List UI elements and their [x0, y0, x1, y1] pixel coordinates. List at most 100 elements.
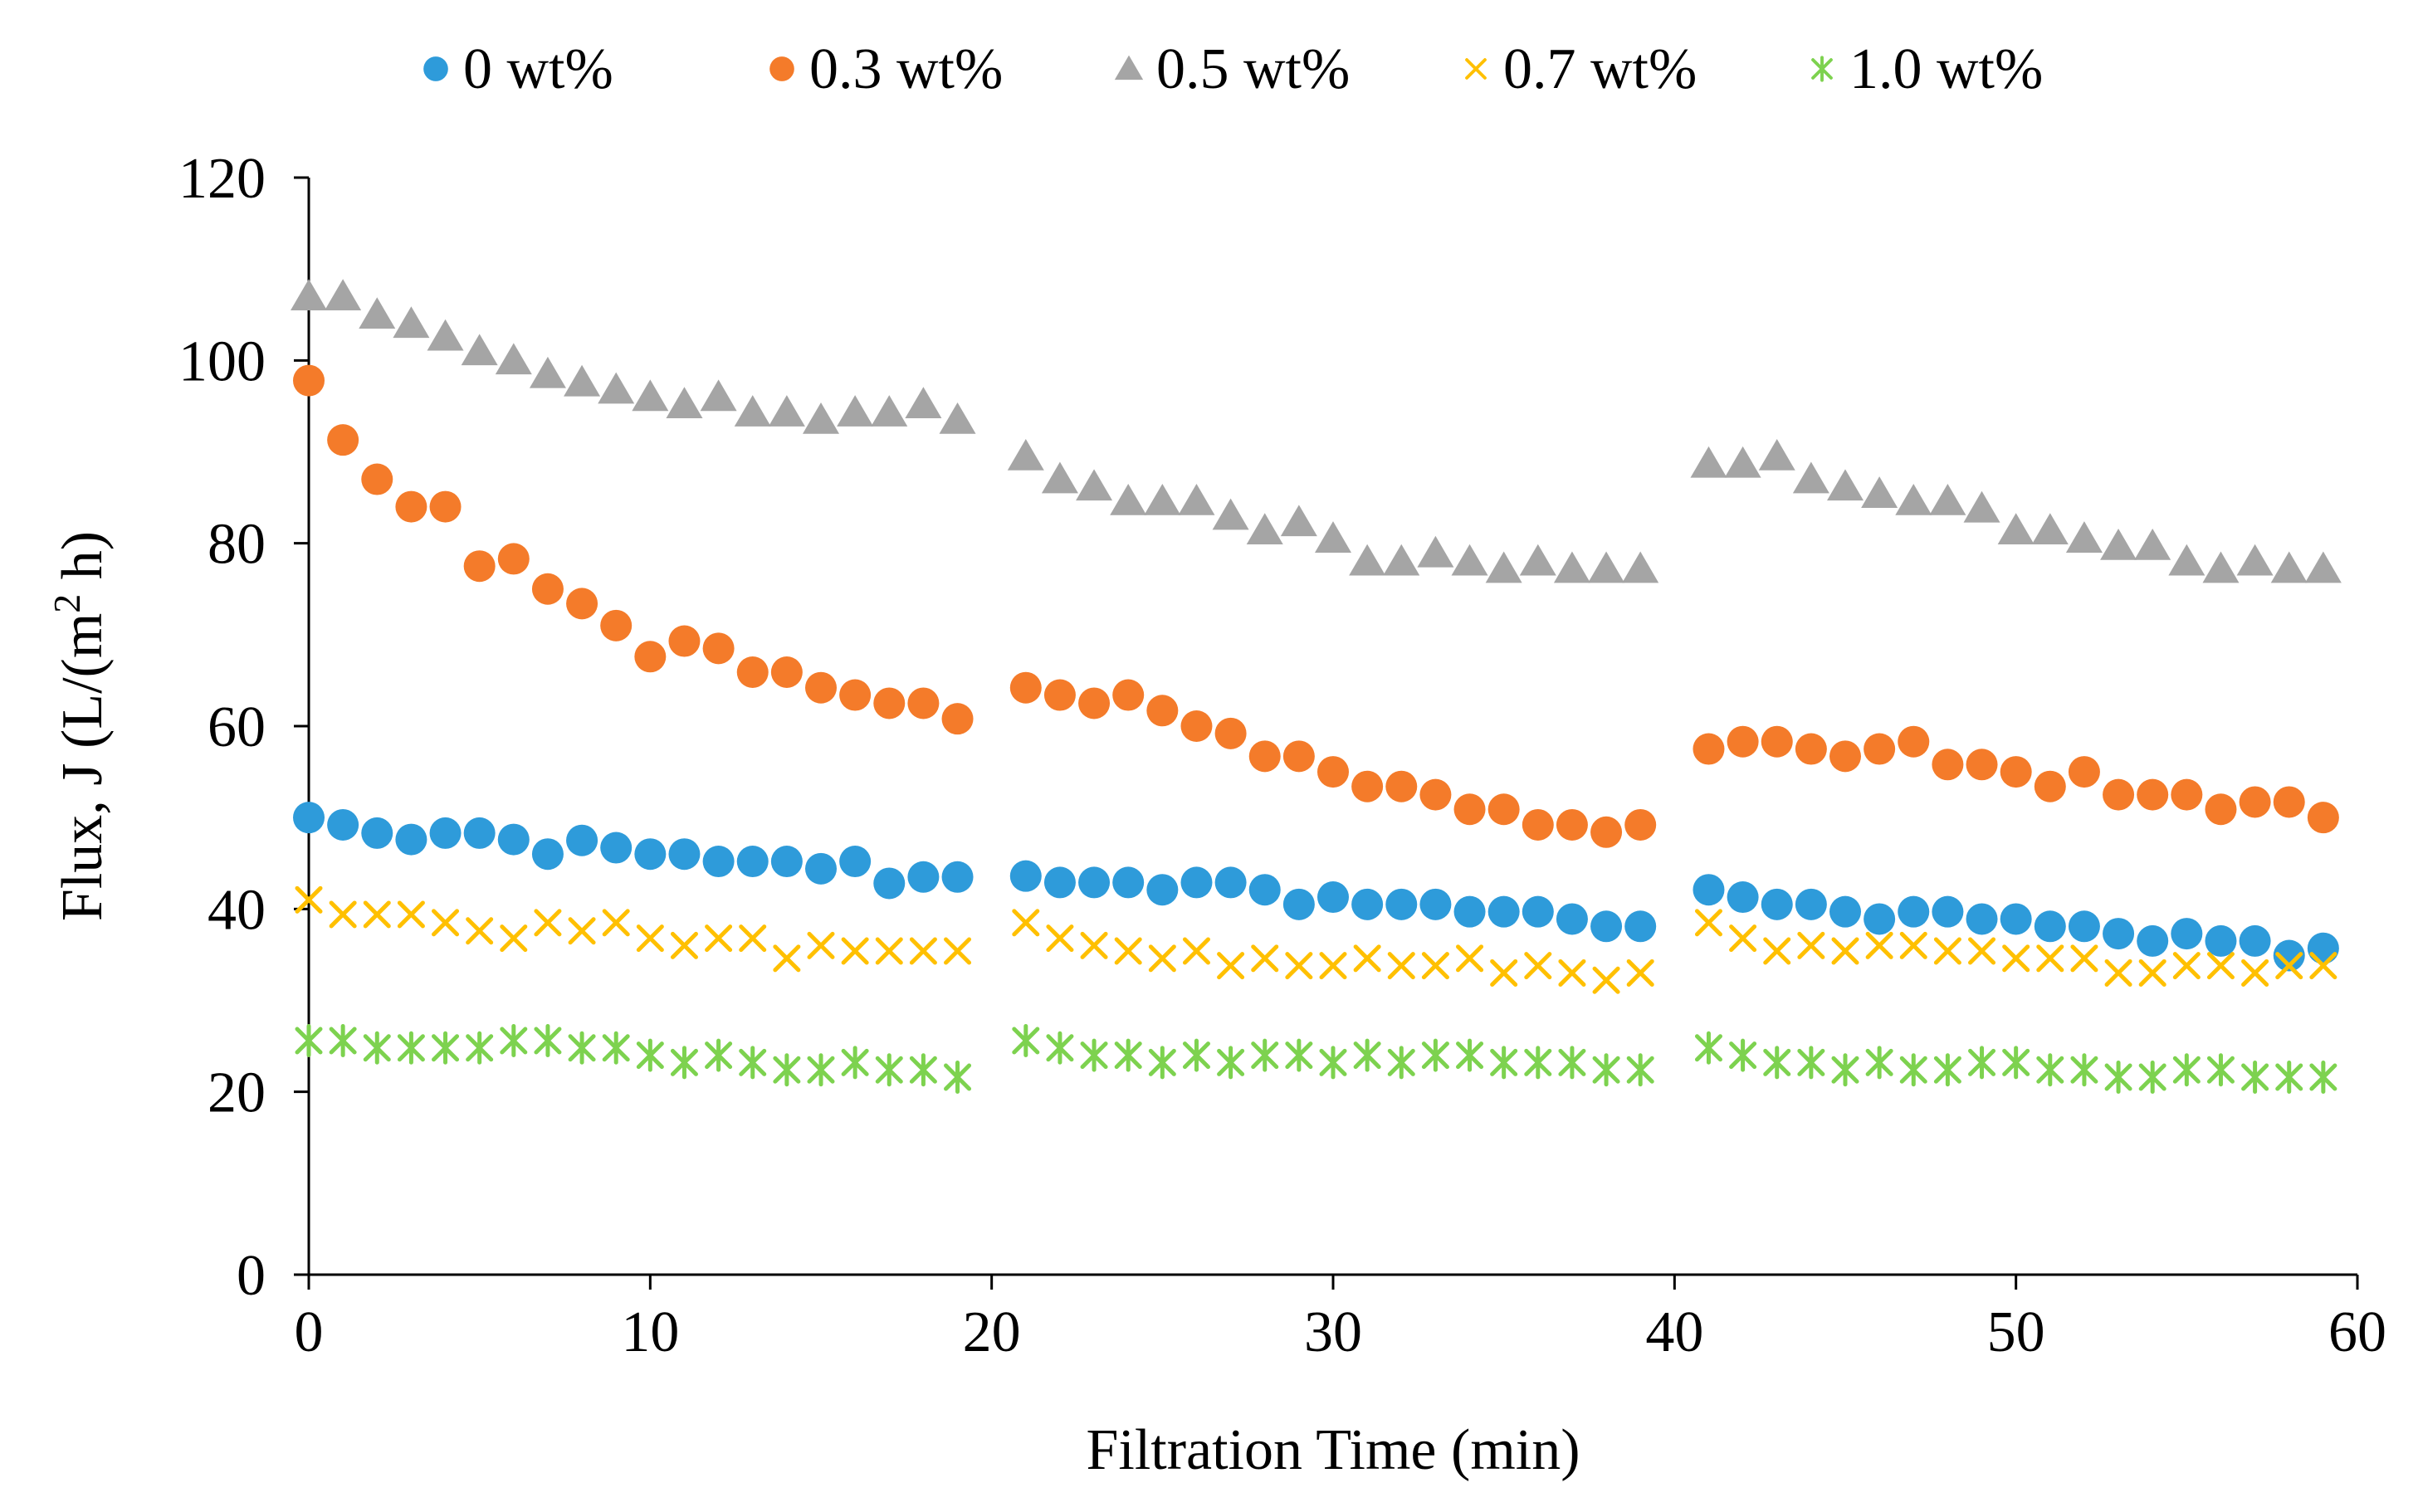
data-point [397, 900, 425, 929]
data-point [1282, 740, 1315, 773]
data-point [1148, 1046, 1176, 1080]
data-point [1046, 1031, 1074, 1065]
data-point [1009, 671, 1042, 704]
data-point [1351, 888, 1384, 920]
data-point [1451, 544, 1488, 576]
data-point [1968, 937, 1996, 965]
data-point [1180, 866, 1213, 899]
data-point [2205, 924, 2237, 957]
data-point [1829, 740, 1861, 773]
data-point [1387, 1046, 1415, 1080]
data-point [907, 861, 940, 893]
data-point [2172, 952, 2201, 980]
data-point [632, 379, 669, 412]
data-point [1966, 749, 1998, 781]
data-point [1522, 895, 1554, 928]
data-point [944, 1061, 972, 1095]
data-point [461, 334, 498, 366]
data-point [497, 823, 530, 856]
data-point [770, 656, 803, 689]
data-point [805, 671, 837, 704]
data-point [1217, 952, 1245, 980]
y-tick-label: 60 [208, 695, 266, 759]
legend-label: 0.3 wt% [809, 37, 1003, 101]
data-point [1419, 888, 1452, 920]
data-point [1763, 1046, 1791, 1080]
data-point [1592, 1053, 1620, 1087]
data-point [2031, 513, 2069, 545]
y-tick-label: 80 [208, 513, 266, 577]
data-point [1690, 446, 1727, 478]
x-tick-label: 50 [1987, 1300, 2045, 1364]
data-point [427, 319, 464, 351]
data-point [909, 937, 937, 965]
legend-label: 0.5 wt% [1156, 37, 1350, 101]
data-point [736, 846, 769, 878]
data-point [1146, 874, 1179, 906]
data-point [1148, 944, 1176, 973]
data-point [1522, 808, 1554, 841]
x-axis-title: Filtration Time (min) [1086, 1418, 1580, 1482]
data-point [1178, 483, 1215, 515]
data-point [531, 573, 564, 605]
data-point [566, 824, 598, 856]
legend-item: 0 wt% [423, 37, 613, 101]
data-point [600, 609, 633, 641]
data-point [327, 424, 359, 456]
data-point [909, 1053, 937, 1087]
data-point [1795, 733, 1827, 765]
data-point [2137, 778, 2169, 811]
data-point [636, 924, 664, 953]
data-point [2309, 952, 2337, 980]
data-point [1864, 733, 1896, 765]
data-point [1997, 513, 2035, 545]
data-point [739, 1046, 767, 1080]
data-point [1861, 476, 1898, 508]
data-point [1182, 937, 1210, 965]
data-point [1456, 1038, 1484, 1072]
data-point [1112, 679, 1145, 711]
data-point [500, 1023, 528, 1057]
y-tick-label: 0 [237, 1244, 266, 1308]
data-point [2241, 1061, 2269, 1095]
data-point [668, 625, 701, 657]
data-point [1319, 952, 1347, 980]
x-tick-label: 0 [295, 1300, 324, 1364]
data-point [429, 817, 462, 849]
data-point [293, 802, 325, 834]
data-point [1315, 521, 1351, 553]
data-point [1353, 944, 1381, 973]
data-point [702, 632, 735, 665]
data-point [941, 703, 974, 735]
data-point [1693, 874, 1725, 906]
data-point [1524, 952, 1552, 980]
data-point [568, 917, 596, 945]
data-point [2002, 944, 2030, 973]
data-point [705, 924, 733, 953]
data-point [2068, 756, 2100, 788]
y-tick-label: 20 [208, 1061, 266, 1125]
data-point [1417, 535, 1454, 568]
data-point [2065, 521, 2103, 553]
data-point [1626, 958, 1654, 987]
data-point [1385, 770, 1418, 802]
data-point [1214, 717, 1247, 749]
data-point [1043, 866, 1076, 899]
data-point [873, 867, 906, 900]
data-point [1490, 958, 1518, 987]
y-ticks: 0 20 40 60 80 100 120 [178, 147, 309, 1308]
legend-item: 0.7 wt% [1465, 37, 1697, 101]
data-point [736, 656, 769, 689]
data-point [602, 909, 630, 937]
data-point [327, 808, 359, 841]
data-point [1212, 498, 1249, 530]
data-point [1251, 1038, 1279, 1072]
data-point [361, 463, 393, 495]
data-point [1968, 1046, 1996, 1080]
data-point [1490, 1046, 1518, 1080]
data-point [839, 846, 872, 878]
data-point [2307, 802, 2339, 834]
data-point [2205, 793, 2237, 826]
y-axis-title-unit: h) [51, 531, 115, 594]
data-point [944, 937, 972, 965]
